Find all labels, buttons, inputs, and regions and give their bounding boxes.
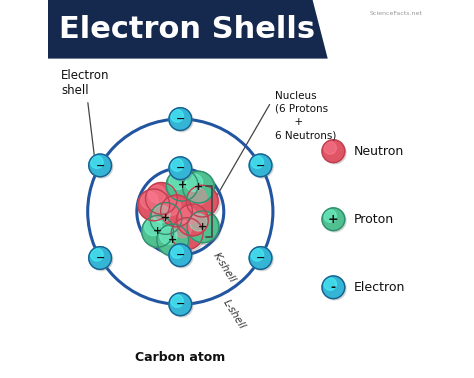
- Circle shape: [324, 210, 337, 222]
- Text: −: −: [175, 250, 185, 260]
- Circle shape: [169, 172, 186, 189]
- Circle shape: [157, 224, 189, 256]
- Circle shape: [170, 294, 193, 317]
- Circle shape: [169, 244, 191, 266]
- Circle shape: [171, 295, 183, 307]
- Circle shape: [323, 277, 346, 300]
- Text: −: −: [256, 160, 265, 170]
- Text: −: −: [175, 114, 185, 124]
- Text: +: +: [178, 180, 187, 190]
- Circle shape: [323, 209, 346, 232]
- Circle shape: [174, 220, 191, 238]
- Text: −: −: [175, 163, 185, 173]
- Circle shape: [189, 188, 207, 205]
- Circle shape: [184, 173, 216, 205]
- Text: +: +: [161, 214, 171, 223]
- Circle shape: [171, 218, 203, 249]
- Circle shape: [249, 154, 272, 177]
- Circle shape: [91, 156, 103, 169]
- Text: Electron Shells: Electron Shells: [59, 15, 316, 44]
- Circle shape: [188, 187, 220, 219]
- Text: +: +: [198, 222, 208, 232]
- Circle shape: [144, 217, 175, 249]
- Circle shape: [324, 278, 337, 290]
- Circle shape: [163, 197, 194, 229]
- Text: +: +: [153, 226, 162, 236]
- Circle shape: [322, 208, 345, 231]
- Circle shape: [185, 174, 203, 191]
- Circle shape: [251, 249, 264, 261]
- Circle shape: [147, 184, 179, 216]
- Circle shape: [142, 215, 173, 247]
- Circle shape: [187, 211, 219, 243]
- Circle shape: [249, 247, 272, 270]
- Text: +: +: [328, 213, 339, 226]
- Circle shape: [168, 171, 200, 203]
- Circle shape: [169, 108, 191, 130]
- Circle shape: [91, 249, 103, 261]
- Polygon shape: [48, 0, 328, 59]
- Text: −: −: [175, 299, 185, 309]
- Circle shape: [323, 141, 346, 164]
- Circle shape: [160, 227, 177, 244]
- Circle shape: [161, 195, 192, 227]
- Circle shape: [138, 189, 170, 221]
- Text: Carbon atom: Carbon atom: [135, 351, 226, 364]
- Text: Electron: Electron: [354, 281, 406, 294]
- Text: Nucleus
(6 Protons
      +
6 Neutrons): Nucleus (6 Protons + 6 Neutrons): [275, 91, 336, 140]
- Circle shape: [182, 171, 214, 203]
- Circle shape: [141, 192, 158, 209]
- Circle shape: [251, 155, 273, 178]
- Circle shape: [189, 213, 221, 245]
- Circle shape: [251, 248, 273, 271]
- Circle shape: [251, 156, 264, 169]
- Circle shape: [153, 205, 170, 223]
- Text: K-shell: K-shell: [211, 251, 237, 285]
- Circle shape: [89, 247, 111, 269]
- Circle shape: [89, 154, 111, 177]
- Text: Proton: Proton: [354, 213, 394, 226]
- Circle shape: [159, 226, 191, 258]
- Circle shape: [90, 155, 113, 178]
- Circle shape: [322, 140, 345, 163]
- Circle shape: [186, 185, 218, 217]
- Circle shape: [171, 110, 183, 122]
- Circle shape: [169, 157, 191, 180]
- Circle shape: [170, 158, 193, 181]
- Circle shape: [146, 183, 177, 214]
- Circle shape: [152, 204, 184, 236]
- Circle shape: [170, 109, 193, 132]
- Circle shape: [166, 169, 198, 201]
- Text: Neutron: Neutron: [354, 145, 404, 158]
- Circle shape: [150, 203, 182, 234]
- Text: -: -: [331, 281, 336, 294]
- Circle shape: [171, 159, 183, 171]
- Circle shape: [90, 248, 113, 271]
- Text: Electron
shell: Electron shell: [61, 69, 109, 170]
- Circle shape: [173, 220, 205, 251]
- Text: −: −: [95, 253, 105, 263]
- Circle shape: [178, 206, 210, 238]
- Text: −: −: [256, 253, 265, 263]
- Circle shape: [322, 276, 345, 299]
- Circle shape: [148, 185, 166, 203]
- Circle shape: [176, 204, 208, 236]
- Text: +: +: [168, 235, 177, 245]
- Circle shape: [324, 142, 337, 154]
- Circle shape: [170, 245, 193, 268]
- Circle shape: [171, 246, 183, 258]
- Circle shape: [179, 207, 197, 224]
- Text: −: −: [95, 160, 105, 170]
- Circle shape: [169, 293, 191, 316]
- Text: ScienceFacts.net: ScienceFacts.net: [369, 11, 422, 16]
- Circle shape: [164, 198, 181, 215]
- Circle shape: [145, 218, 162, 235]
- Circle shape: [140, 191, 172, 223]
- Circle shape: [190, 214, 207, 231]
- Text: L-shell: L-shell: [221, 297, 247, 331]
- Text: +: +: [194, 182, 203, 192]
